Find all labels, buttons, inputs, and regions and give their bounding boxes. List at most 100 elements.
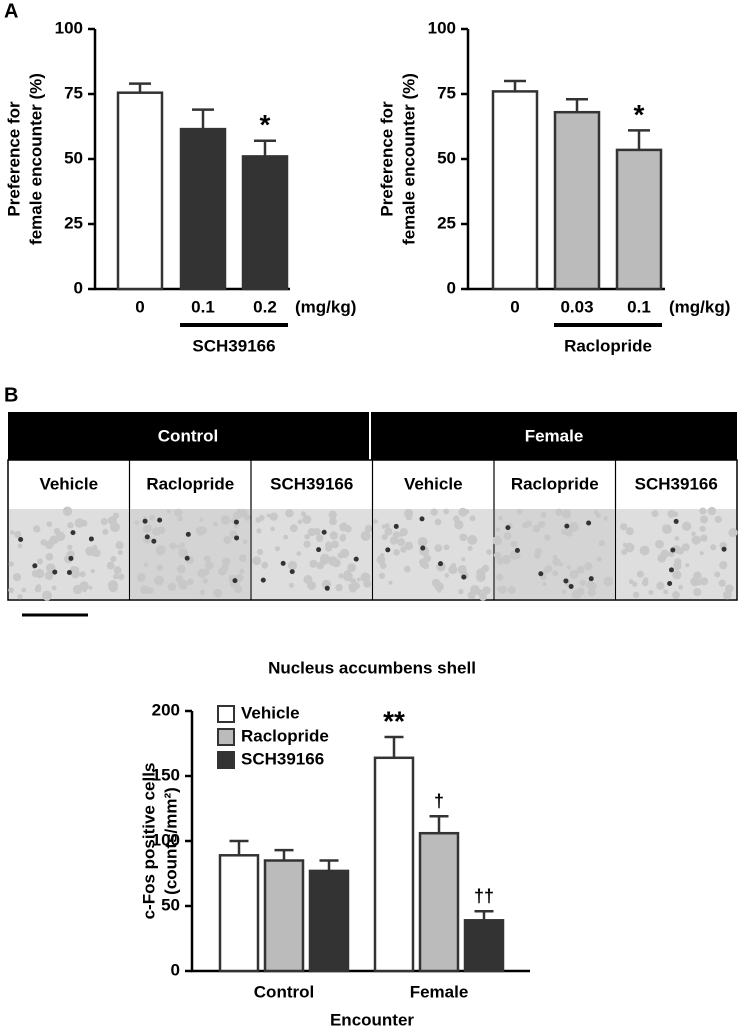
texture <box>467 545 473 552</box>
texture <box>469 515 476 522</box>
texture <box>287 560 298 571</box>
texture <box>663 589 669 595</box>
texture <box>270 526 276 532</box>
texture <box>671 591 680 600</box>
texture <box>302 515 312 525</box>
texture <box>516 554 521 559</box>
texture <box>691 535 701 545</box>
cell <box>66 570 72 576</box>
chart-title: Nucleus accumbens shell <box>268 658 476 677</box>
texture <box>656 581 665 590</box>
texture <box>331 540 339 549</box>
y-tick-label: 100 <box>55 18 83 37</box>
error-bar <box>566 97 588 113</box>
texture <box>700 534 708 542</box>
texture <box>714 571 721 578</box>
texture <box>256 528 262 534</box>
texture <box>678 584 684 590</box>
texture <box>307 527 316 537</box>
cell <box>184 555 190 561</box>
bar <box>263 859 305 973</box>
texture <box>213 521 219 527</box>
texture <box>568 522 579 532</box>
cell <box>505 525 511 531</box>
texture <box>388 580 393 585</box>
texture <box>283 534 289 540</box>
texture <box>598 540 605 547</box>
texture <box>176 564 186 574</box>
texture <box>389 536 399 545</box>
texture <box>542 581 547 587</box>
texture <box>239 554 247 562</box>
texture <box>639 545 650 556</box>
texture <box>244 514 251 521</box>
texture <box>434 518 442 526</box>
x-tick-label: 0.03 <box>560 297 593 316</box>
y-tick-label: 50 <box>64 148 83 167</box>
error-bar <box>229 839 249 856</box>
y-axis-label: c-Fos positive cells <box>139 763 158 920</box>
texture <box>136 572 146 582</box>
texture <box>552 570 559 577</box>
texture <box>399 527 408 537</box>
texture <box>46 521 53 528</box>
cell <box>232 578 238 584</box>
texture <box>397 538 406 547</box>
texture <box>108 580 118 591</box>
cell <box>673 518 679 524</box>
texture <box>274 546 281 552</box>
error-bar <box>628 129 650 150</box>
cell <box>142 518 148 524</box>
texture <box>220 515 231 525</box>
texture <box>44 571 54 580</box>
texture <box>199 517 204 522</box>
texture <box>205 561 214 570</box>
texture <box>21 587 27 593</box>
error-bar <box>504 79 526 92</box>
panel-label: A <box>4 0 18 22</box>
texture <box>309 559 318 568</box>
cell <box>316 547 322 553</box>
texture <box>319 556 329 565</box>
column-label: Vehicle <box>404 474 463 493</box>
bar <box>615 148 663 291</box>
texture <box>360 572 371 583</box>
y-tick-label: 100 <box>152 830 180 849</box>
y-tick-label: 50 <box>437 148 456 167</box>
texture <box>67 522 74 529</box>
cell <box>324 585 330 591</box>
texture <box>696 580 702 586</box>
bar <box>241 155 289 291</box>
cell <box>88 536 94 542</box>
texture <box>381 533 388 541</box>
texture <box>571 592 577 598</box>
x-tick-label: Female <box>410 982 469 1001</box>
bar <box>116 91 164 291</box>
texture <box>700 515 709 524</box>
annotation: † <box>434 791 444 811</box>
texture <box>174 508 183 517</box>
texture <box>266 513 271 518</box>
cell <box>260 577 266 583</box>
texture <box>404 541 414 551</box>
texture <box>340 533 346 540</box>
texture <box>434 544 443 553</box>
texture <box>261 562 268 569</box>
y-tick-label: 0 <box>447 278 456 297</box>
column-label: SCH39166 <box>270 474 353 493</box>
cell <box>233 519 239 525</box>
texture <box>636 570 644 578</box>
texture <box>199 526 208 535</box>
texture <box>187 578 194 586</box>
texture <box>710 544 717 551</box>
y-tick-label: 150 <box>152 765 180 784</box>
texture <box>117 549 123 556</box>
texture <box>467 534 478 545</box>
texture <box>587 588 596 597</box>
texture <box>202 578 208 584</box>
texture <box>596 556 602 562</box>
texture <box>486 549 492 555</box>
bar <box>373 756 415 973</box>
texture <box>35 568 45 579</box>
